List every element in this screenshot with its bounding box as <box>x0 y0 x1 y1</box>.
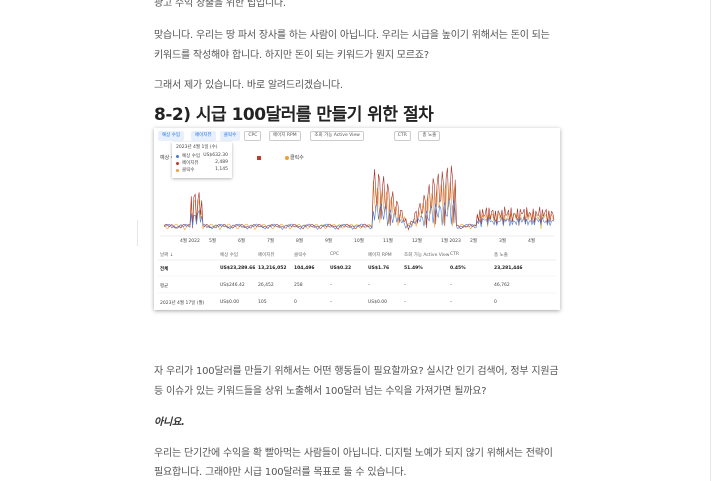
x-axis-label: 8월 <box>296 239 304 244</box>
tooltip-dot <box>176 169 179 172</box>
table-cell: US$0.22 <box>330 266 352 271</box>
text-line: 광고 수익 창출을 위한 팁입니다. <box>154 0 286 9</box>
table-cell: 13,216,052 <box>258 266 287 271</box>
legend-dot <box>285 156 289 160</box>
tab: 조회 가능 Active View <box>310 131 364 141</box>
table-cell: – <box>404 283 407 288</box>
table-header: 총 노출 <box>494 253 508 258</box>
x-axis-label: 6월 <box>238 239 246 244</box>
tooltip-value: 2,489 <box>215 160 228 165</box>
table-cell: – <box>404 300 407 305</box>
tooltip-dot <box>176 162 179 165</box>
legend-label: 클릭수 <box>290 155 304 161</box>
table-cell: US$0.00 <box>368 300 388 305</box>
table-cell: 전체 <box>160 267 169 272</box>
x-axis-label: 10월 <box>354 239 364 244</box>
x-axis-label: 1월 2023 <box>441 239 461 244</box>
table-header: 페이지 RPM <box>368 253 392 258</box>
tooltip-label: 클릭수 <box>182 168 195 173</box>
text-line: 자 우리가 100달러를 만들기 위해서는 어떤 행동들이 필요할까요? 실시간… <box>154 366 559 377</box>
tab: CTR <box>393 131 411 141</box>
table-cell: US$246.42 <box>220 283 245 288</box>
chart-line <box>163 165 555 231</box>
heading: 8-2) 시급 100달러를 만들기 위한 절차 <box>154 105 434 125</box>
table-cell: – <box>368 283 371 288</box>
legend-dot <box>257 156 261 160</box>
chart-line <box>163 200 555 231</box>
tooltip: 2023년 4월 1일 (수) 예상 수입 US$632.30 페이지뷰 2,489 클릭… <box>172 142 232 178</box>
x-axis-label: 5월 <box>209 239 217 244</box>
screenshot-image: 2023년 4월 1일 (수) 예상 수입 US$632.30 페이지뷰 2,489 클릭… <box>154 128 560 310</box>
table-cell: – <box>450 300 453 305</box>
tab: 예상 수입 <box>158 131 184 141</box>
table-header: 예상 수입 <box>220 253 238 258</box>
tooltip-label: 페이지뷰 <box>182 161 199 166</box>
table-header: CPC <box>330 252 339 257</box>
x-axis-label: 7월 <box>267 239 275 244</box>
text-line: 필요합니다. 그래야만 시급 100달러를 목표로 둘 수 있습니다. <box>154 467 407 478</box>
table-cell: US$23,289.66 <box>220 266 256 271</box>
table-cell: 258 <box>294 283 303 288</box>
x-axis-label: 11월 <box>383 239 393 244</box>
table-cell: 0 <box>294 300 297 305</box>
emphasis: 아니요. <box>154 417 185 428</box>
table-cell: – <box>330 283 333 288</box>
table-cell: 0.45% <box>450 266 466 271</box>
tooltip-dot <box>176 155 179 158</box>
page-edge <box>710 0 711 481</box>
table-cell: 46,762 <box>494 283 510 288</box>
tooltip-value: 1,145 <box>215 167 228 172</box>
x-axis-label: 4월 <box>528 239 536 244</box>
table-cell: US$0.00 <box>220 300 240 305</box>
table-cell: – <box>450 283 453 288</box>
tab: 클릭수 <box>219 131 241 141</box>
table-header: 클릭수 <box>294 253 307 258</box>
table-header: CTR <box>450 252 460 257</box>
text-line: 등 이슈가 있는 키워드들을 상위 노출해서 100달러 넘는 수익을 가져가면… <box>154 386 487 397</box>
table-cell: 104,496 <box>294 266 315 271</box>
table-cell: 26,452 <box>258 283 274 288</box>
table-cell: 51.49% <box>404 266 423 271</box>
table-header: 날짜 ↓ <box>160 253 174 258</box>
page-edge <box>137 220 138 246</box>
tab: 페이지 RPM <box>269 131 301 141</box>
x-axis-label: 2월 <box>470 239 478 244</box>
text-line: 맞습니다. 우리는 땅 파서 장사를 하는 사람이 아닙니다. 우리는 시급을 … <box>154 30 550 41</box>
table-cell: 0 <box>494 300 497 305</box>
table-cell: – <box>330 300 333 305</box>
text-line: 그래서 제가 있습니다. 바로 알려드리겠습니다. <box>154 80 343 91</box>
table-cell: 105 <box>258 300 267 305</box>
text-line: 우리는 단기간에 수익을 확 빨아먹는 사람들이 아닙니다. 디지털 노예가 되… <box>154 448 553 459</box>
text-line: 키워드를 작성해야 합니다. 하지만 돈이 되는 키워드가 뭔지 모르죠? <box>154 50 429 61</box>
tab: 총 노출 <box>418 131 441 141</box>
table-header: 페이지뷰 <box>258 253 275 258</box>
table-cell: US$1.76 <box>368 266 390 271</box>
table-cell: 평균 <box>160 284 169 289</box>
x-axis-label: 3월 <box>499 239 507 244</box>
tab: CPC <box>244 131 262 141</box>
tooltip-value: US$632.30 <box>203 153 228 158</box>
tab: 페이지뷰 <box>191 131 216 141</box>
x-axis-label: 4월 2022 <box>180 239 200 244</box>
tooltip-date: 2023년 4월 1일 (수) <box>176 145 218 150</box>
chart-graphic <box>158 165 556 310</box>
legend-label: 예상 수입 <box>160 155 180 161</box>
x-axis-label: 9월 <box>325 239 333 244</box>
x-axis-label: 12월 <box>412 239 422 244</box>
table-cell: 23,281,446 <box>494 266 523 271</box>
table-cell: 2023년 4월 17일 (월) <box>160 301 205 306</box>
chart-line <box>163 180 555 231</box>
table-header: 조회 가능 Active View <box>404 253 450 258</box>
tooltip-label: 예상 수입 <box>182 154 200 159</box>
